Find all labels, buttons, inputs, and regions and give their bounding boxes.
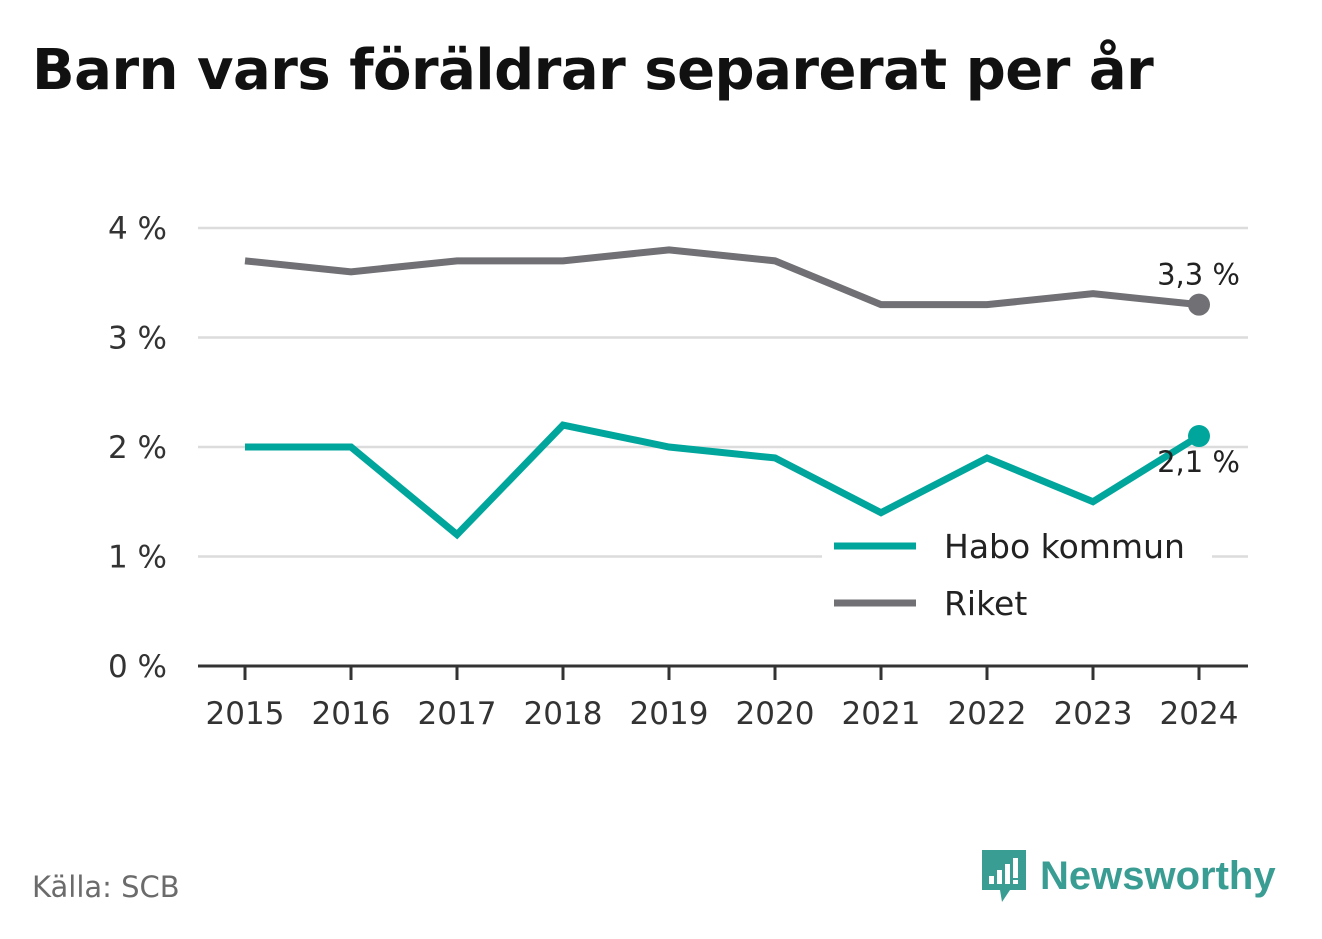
source-note: Källa: SCB [32,870,180,904]
y-tick-label: 0 % [108,649,167,685]
legend-label: Riket [944,584,1027,623]
x-tick-label: 2018 [524,696,603,732]
x-tick-label: 2022 [948,696,1027,732]
end-value-label: 2,1 % [1157,445,1240,479]
end-labels: 2,1 % 3,3 % [1157,258,1240,479]
series-line-1 [245,421,1201,540]
series-lines [244,246,1210,540]
legend-background [822,518,1212,638]
legend: Habo kommun Riket [822,518,1212,638]
x-tick-label: 2023 [1054,696,1133,732]
y-tick-label: 1 % [108,540,167,576]
y-tick-label: 3 % [108,321,167,357]
y-tick-label: 4 % [108,211,167,247]
y-tick-label: 2 % [108,430,167,466]
y-axis-ticks: 0 % 1 % 2 % 3 % 4 % [108,211,167,685]
end-point-1 [1188,425,1210,448]
end-value-label: 3,3 % [1157,258,1240,292]
end-point-2 [1188,293,1210,316]
x-tick-label: 2021 [842,696,921,732]
chart-title: Barn vars föräldrar separerat per år [32,38,1154,103]
x-tick-label: 2024 [1160,696,1239,732]
x-tick-label: 2020 [736,696,815,732]
x-tick-label: 2016 [312,696,391,732]
x-tick-label: 2015 [206,696,285,732]
x-tick-label: 2017 [418,696,497,732]
legend-label: Habo kommun [944,527,1185,566]
newsworthy-logo-icon [982,850,1026,902]
x-tick-label: 2019 [630,696,709,732]
brand-name: Newsworthy [1040,853,1276,898]
x-axis: 2015 2016 2017 2018 2019 2020 2021 2022 2023 2024 [198,664,1248,732]
brand-logo: Newsworthy [980,846,1276,906]
grid-lines [198,226,1248,558]
series-line-2 [244,246,1200,309]
